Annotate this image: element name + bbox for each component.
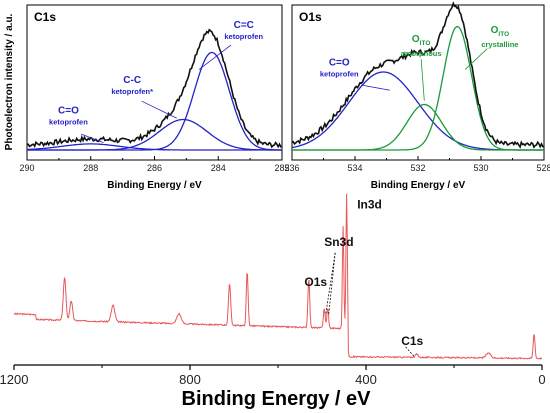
o1s-tick-label: 532: [410, 163, 425, 173]
o1s-peak-label: OITO crystalline: [481, 25, 518, 49]
o1s-component-curve: [292, 25, 544, 151]
o1s-tick-label: 530: [473, 163, 488, 173]
o1s-peak-label: OITO amorphous: [401, 34, 442, 58]
c1s-curves: [26, 28, 283, 151]
c1s-peak-label-line: C-C: [123, 75, 141, 86]
o1s-leader-line: [361, 84, 390, 91]
c1s-leader-line: [198, 44, 232, 70]
c1s-peak-label: C-C ketoprofen*: [111, 75, 153, 96]
survey-peak-label: In3d: [357, 197, 382, 211]
o1s-peak-label-subscript: ITO: [498, 31, 509, 38]
survey-curves: [13, 193, 543, 360]
o1s-tick-label: 534: [347, 163, 362, 173]
survey-tick-label: 0: [538, 372, 545, 387]
c1s-tick-label: 286: [147, 163, 162, 173]
c1s-peak-label-line: C=O: [58, 105, 79, 116]
o1s-peak-label: C=O ketoprofen: [320, 58, 359, 79]
survey-peak-label: Sn3d: [324, 235, 353, 249]
survey-panel: 1200 800 400 0 In3d Sn3d O1s C1s Binding Energ…: [0, 193, 546, 410]
c1s-tick-label: 288: [83, 163, 98, 173]
survey-x-axis-title: Binding Energy / eV: [182, 388, 372, 410]
o1s-tick-label: 528: [536, 163, 550, 173]
survey-x-ticks: 1200 800 400 0: [0, 365, 546, 387]
c1s-tick-label: 290: [19, 163, 34, 173]
survey-peak-label: C1s: [401, 334, 423, 348]
y-axis-title: Photoelectron intensity / a.u.: [4, 13, 15, 150]
survey-spectrum-line: [13, 193, 543, 360]
o1s-component-curve: [291, 71, 544, 151]
survey-leader-line: [405, 346, 415, 358]
o1s-measured-curve: [291, 1, 545, 149]
o1s-peak-label-line: O: [491, 25, 499, 36]
o1s-leader-line: [420, 58, 425, 101]
c1s-measured-curve: [26, 28, 283, 149]
survey-peak-label: O1s: [304, 275, 327, 289]
o1s-peak-label-line: C=O: [329, 58, 350, 69]
c1s-panel-title: C1s: [34, 10, 56, 24]
survey-annotations: In3d Sn3d O1s C1s: [304, 197, 424, 358]
survey-tick-label: 800: [179, 372, 201, 387]
c1s-leader-line: [81, 133, 104, 144]
o1s-peak-label-line: ketoprofen: [320, 70, 359, 79]
survey-tick-label: 400: [355, 372, 377, 387]
survey-leader-line: [328, 252, 336, 316]
c1s-tick-label: 284: [211, 163, 226, 173]
o1s-x-axis-title: Binding Energy / eV: [371, 180, 466, 191]
o1s-peak-label-subscript: ITO: [420, 40, 431, 47]
survey-leader-line: [325, 252, 336, 316]
o1s-peak-label-line: amorphous: [401, 49, 442, 58]
c1s-peak-label-line: ketoprofen*: [111, 87, 153, 96]
c1s-x-axis-title: Binding Energy / eV: [107, 180, 202, 191]
c1s-leader-line: [141, 100, 177, 119]
o1s-plot-frame: [291, 4, 545, 161]
o1s-x-ticks: 536 534 532 530 528: [284, 156, 550, 173]
o1s-peak-label-line: crystalline: [481, 40, 518, 49]
c1s-peak-label: C=C ketoprofen: [224, 20, 263, 41]
c1s-x-ticks: 290 288 286 284 282: [19, 156, 290, 173]
survey-tick-label: 1200: [0, 372, 28, 387]
o1s-panel-title: O1s: [299, 10, 322, 24]
o1s-tick-label: 536: [284, 163, 299, 173]
o1s-curves: [291, 1, 545, 151]
c1s-peak-label-line: ketoprofen: [49, 117, 88, 126]
c1s-component-curve: [27, 51, 282, 151]
c1s-peak-label-line: C=C: [234, 20, 254, 31]
c1s-tick-label: 282: [274, 163, 289, 173]
o1s-peak-label-line: O: [412, 34, 420, 45]
c1s-peak-label: C=O ketoprofen: [49, 105, 88, 126]
o1s-leader-line: [464, 48, 488, 70]
c1s-peak-label-line: ketoprofen: [224, 32, 263, 41]
